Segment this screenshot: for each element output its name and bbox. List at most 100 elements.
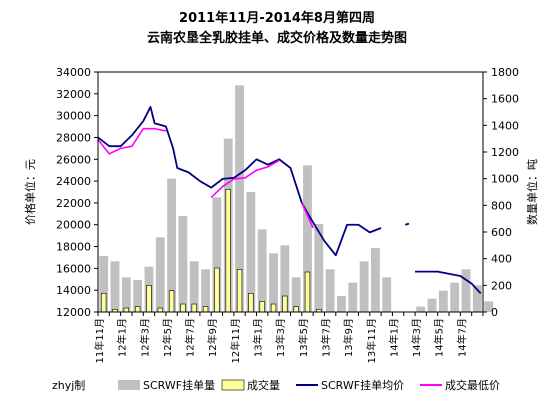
legend: zhyj制 SCRWF挂单量 成交量 SCRWF挂单均价 成交最低价 <box>52 378 500 392</box>
legend-footer: zhyj制 <box>52 379 85 392</box>
order-volume-bar <box>189 261 199 312</box>
right-tick-label: 1600 <box>491 93 519 106</box>
x-tick-label: 14年7月 <box>455 318 468 357</box>
order-volume-bar <box>438 290 448 312</box>
order-volume-bar <box>314 224 324 312</box>
left-tick-label: 34000 <box>56 66 91 79</box>
order-volume-bar <box>99 256 109 312</box>
avg-price-line <box>415 270 482 295</box>
left-tick-label: 16000 <box>56 262 91 275</box>
left-tick-label: 24000 <box>56 175 91 188</box>
right-tick-label: 400 <box>491 253 512 266</box>
left-tick-label: 28000 <box>56 131 91 144</box>
deal-volume-bar <box>270 303 277 313</box>
x-tick-label: 13年7月 <box>319 318 332 357</box>
avg-price-line <box>97 106 382 257</box>
right-tick-label: 0 <box>491 306 498 319</box>
legend-label-deal-volume: 成交量 <box>247 378 280 392</box>
chart-title-line1: 2011年11月-2014年8月第四周 <box>179 10 375 26</box>
deal-volume-bar <box>225 189 231 313</box>
order-volume-bar <box>337 296 346 312</box>
deal-volume-bar <box>248 293 254 313</box>
order-volume-bar <box>155 237 165 312</box>
order-volume-bar <box>235 85 244 312</box>
x-tick-label: 13年3月 <box>274 318 287 357</box>
order-volume-bar <box>348 282 358 312</box>
x-tick-label: 14年5月 <box>433 318 446 357</box>
right-axis-title: 数量单位：吨 <box>525 159 539 225</box>
deal-volume-bar <box>134 306 141 313</box>
deal-volume-bar <box>180 303 186 313</box>
legend-swatch-order-volume <box>118 380 140 390</box>
legend-swatch-deal-volume <box>221 379 245 391</box>
deal-volume-bar <box>259 301 265 313</box>
left-tick-label: 14000 <box>56 284 91 297</box>
x-tick-label: 14年3月 <box>410 318 423 357</box>
order-volume-bar <box>382 277 392 312</box>
left-tick-label: 20000 <box>56 219 91 232</box>
deal-volume-bar <box>214 267 220 313</box>
order-volume-bar <box>167 178 177 312</box>
order-volume-bar <box>121 277 131 312</box>
right-tick-label: 800 <box>491 199 512 212</box>
left-tick-label: 32000 <box>56 88 91 101</box>
left-tick-label: 30000 <box>56 110 91 123</box>
x-tick-label: 14年1月 <box>387 318 400 357</box>
deal-volume-bar <box>282 295 288 313</box>
right-tick-label: 200 <box>491 279 512 292</box>
deal-volume-bar <box>293 306 299 313</box>
legend-label-avg-price: SCRWF挂单均价 <box>321 378 404 392</box>
legend-label-order-volume: SCRWF挂单量 <box>143 378 215 392</box>
deal-volume-bar <box>304 271 311 313</box>
left-tick-label: 12000 <box>56 306 91 319</box>
avg-price-line <box>405 222 410 226</box>
x-tick-label: 13年11月 <box>365 318 378 363</box>
deal-volume-bar <box>191 303 197 313</box>
order-volume-bar <box>291 277 301 312</box>
x-tick-label: 12年1月 <box>116 318 129 357</box>
x-tick-label: 13年9月 <box>342 318 355 357</box>
order-volume-bar <box>416 306 426 312</box>
min-price-line <box>301 202 314 229</box>
order-volume-bar <box>371 248 380 312</box>
order-volume-bar <box>246 192 256 312</box>
x-tick-label: 11年11月 <box>93 318 106 363</box>
volume-bars-layer <box>99 85 494 313</box>
right-tick-label: 1400 <box>491 119 519 132</box>
left-tick-label: 22000 <box>56 197 91 210</box>
left-tick-label: 26000 <box>56 153 91 166</box>
order-volume-bar <box>212 197 222 312</box>
x-tick-label: 12年7月 <box>184 318 197 357</box>
x-tick-label: 13年5月 <box>297 318 310 357</box>
order-volume-bar <box>201 269 210 312</box>
order-volume-bar <box>427 298 437 312</box>
min-price-line <box>210 159 280 199</box>
order-volume-bar <box>178 216 188 312</box>
deal-volume-bar <box>100 293 107 313</box>
right-tick-label: 1800 <box>491 66 519 79</box>
deal-volume-bar <box>157 307 163 313</box>
order-volume-bar <box>450 282 460 312</box>
right-tick-label: 600 <box>491 226 512 239</box>
x-tick-label: 13年1月 <box>252 318 265 357</box>
right-tick-label: 1200 <box>491 146 519 159</box>
x-tick-label: 12年5月 <box>161 318 174 357</box>
deal-volume-bar <box>146 285 152 313</box>
deal-volume-bar <box>236 269 243 313</box>
order-volume-bar <box>359 261 369 312</box>
x-tick-label: 12年3月 <box>138 318 151 357</box>
order-volume-bar <box>325 269 335 312</box>
order-volume-bar <box>133 280 143 312</box>
legend-label-min-price: 成交最低价 <box>445 378 500 392</box>
right-tick-label: 1000 <box>491 173 519 186</box>
order-volume-bar <box>269 253 278 312</box>
order-volume-bar <box>110 261 120 312</box>
chart-title-line2: 云南农垦全乳胶挂单、成交价格及数量走势图 <box>147 30 407 46</box>
deal-volume-bar <box>168 290 175 313</box>
left-tick-label: 18000 <box>56 241 91 254</box>
order-volume-bar <box>303 165 312 312</box>
x-tick-label: 12年9月 <box>206 318 219 357</box>
deal-volume-bar <box>123 307 129 313</box>
